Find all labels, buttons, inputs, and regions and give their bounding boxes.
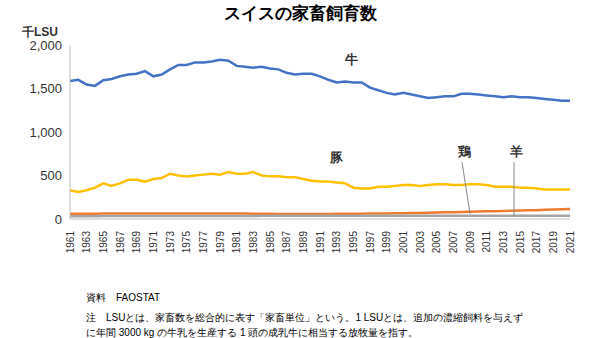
svg-text:2001: 2001 (398, 231, 409, 254)
svg-text:2003: 2003 (415, 231, 426, 254)
svg-text:1995: 1995 (348, 231, 359, 254)
svg-text:2015: 2015 (515, 231, 526, 254)
svg-text:1989: 1989 (298, 231, 309, 254)
svg-text:2011: 2011 (481, 231, 492, 253)
html-text:に年間 3000 kg の牛乳を生産する 1 頭の成乳牛に相: に年間 3000 kg の牛乳を生産する 1 頭の成乳牛に相当する放牧量を指す。 (86, 327, 419, 338)
svg-text:1979: 1979 (215, 231, 226, 254)
svg-text:豚: 豚 (329, 150, 344, 165)
svg-text:2019: 2019 (548, 231, 559, 254)
svg-text:1963: 1963 (81, 231, 92, 254)
svg-text:牛: 牛 (344, 52, 358, 67)
svg-text:1967: 1967 (115, 231, 126, 254)
svg-text:1991: 1991 (315, 231, 326, 254)
svg-text:2017: 2017 (531, 231, 542, 254)
svg-text:2021: 2021 (565, 231, 576, 254)
html-text:注 LSUとは、家畜数を総合的に表す「家畜単位」という。1: 注 LSUとは、家畜数を総合的に表す「家畜単位」という。1 LSUとは、追加の濃… (86, 312, 524, 323)
svg-text:1987: 1987 (281, 231, 292, 254)
svg-text:1985: 1985 (265, 231, 276, 254)
svg-text:1971: 1971 (148, 231, 159, 254)
svg-text:1969: 1969 (131, 231, 142, 254)
svg-text:1975: 1975 (181, 231, 192, 254)
svg-text:0: 0 (55, 212, 62, 227)
svg-text:1999: 1999 (381, 231, 392, 254)
svg-text:2007: 2007 (448, 231, 459, 254)
svg-text:1997: 1997 (365, 231, 376, 254)
svg-text:1,500: 1,500 (29, 81, 62, 96)
svg-text:1983: 1983 (248, 231, 259, 254)
svg-text:1961: 1961 (65, 231, 76, 254)
svg-text:1993: 1993 (331, 231, 342, 254)
svg-text:2009: 2009 (465, 231, 476, 254)
svg-text:500: 500 (40, 168, 62, 183)
svg-text:鶏: 鶏 (457, 144, 471, 159)
svg-text:羊: 羊 (509, 144, 523, 159)
html-text:資料 FAOSTAT: 資料 FAOSTAT (86, 292, 161, 303)
svg-text:1981: 1981 (231, 231, 242, 254)
svg-text:1973: 1973 (165, 231, 176, 254)
svg-text:2,000: 2,000 (29, 38, 62, 53)
html-text:スイスの家畜飼育数: スイスの家畜飼育数 (223, 4, 377, 23)
svg-text:2013: 2013 (498, 231, 509, 254)
svg-text:1965: 1965 (98, 231, 109, 254)
svg-text:2005: 2005 (431, 231, 442, 254)
svg-text:1,000: 1,000 (29, 125, 62, 140)
svg-text:1977: 1977 (198, 231, 209, 254)
html-text:千LSU: 千LSU (22, 25, 58, 39)
